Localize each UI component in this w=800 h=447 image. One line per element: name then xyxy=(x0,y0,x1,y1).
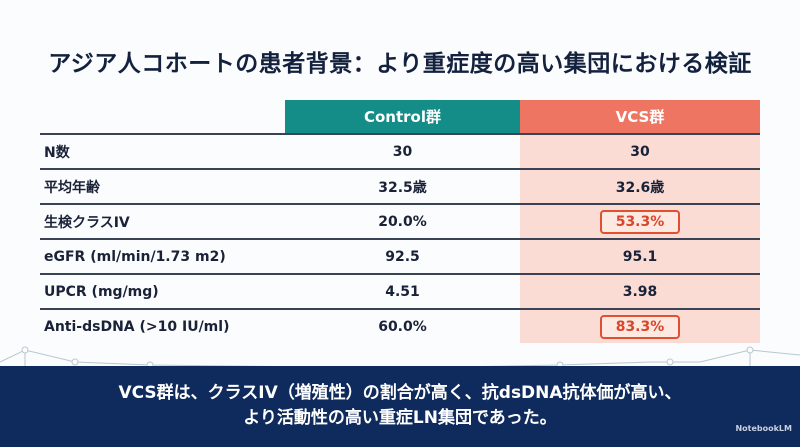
table-row: Anti-dsDNA (>10 IU/ml) 60.0% 83.3% xyxy=(40,308,760,343)
vcs-value: 32.6歳 xyxy=(615,179,665,196)
conclusion-banner: VCS群は、クラスIV（増殖性）の割合が高く、抗dsDNA抗体価が高い、 より活… xyxy=(0,366,800,447)
row-label: Anti-dsDNA (>10 IU/ml) xyxy=(44,318,230,335)
table-row: 生検クラスIV 20.0% 53.3% xyxy=(40,203,760,238)
vcs-value: 3.98 xyxy=(622,283,658,300)
control-value: 92.5 xyxy=(385,248,420,265)
row-label: 平均年齢 xyxy=(44,179,100,196)
vcs-cell: 95.1 xyxy=(520,240,760,273)
vcs-cell: 83.3% xyxy=(520,310,760,343)
control-value: 60.0% xyxy=(378,318,427,335)
table-row: 平均年齢 32.5歳 32.6歳 xyxy=(40,168,760,203)
slide-title: アジア人コホートの患者背景：より重症度の高い集団における検証 xyxy=(48,51,752,77)
row-label: N数 xyxy=(44,144,70,161)
vcs-value: 83.3% xyxy=(599,314,681,339)
control-value: 4.51 xyxy=(385,283,420,300)
row-label: UPCR (mg/mg) xyxy=(44,283,159,300)
table-row: UPCR (mg/mg) 4.51 3.98 xyxy=(40,273,760,308)
notebooklm-logo: NotebookLM xyxy=(735,424,792,433)
conclusion-line-2: より活動性の高い重症LN集団であった。 xyxy=(243,408,557,428)
control-value: 20.0% xyxy=(378,213,427,230)
vcs-value: 53.3% xyxy=(599,209,681,234)
vcs-value: 30 xyxy=(630,143,650,160)
vcs-cell: 3.98 xyxy=(520,275,760,308)
conclusion-line-1: VCS群は、クラスIV（増殖性）の割合が高く、抗dsDNA抗体価が高い、 xyxy=(118,383,682,403)
vcs-value: 95.1 xyxy=(622,248,658,265)
header-control: Control群 xyxy=(285,100,520,133)
row-label: 生検クラスIV xyxy=(44,214,130,231)
table-header: Control群 VCS群 xyxy=(40,100,760,133)
control-value: 30 xyxy=(392,143,413,160)
vcs-cell: 53.3% xyxy=(520,205,760,238)
vcs-cell: 30 xyxy=(520,135,760,168)
header-vcs: VCS群 xyxy=(520,100,760,133)
vcs-cell: 32.6歳 xyxy=(520,170,760,203)
patient-background-table: Control群 VCS群 N数 30 30 平均年齢 32.5歳 32.6歳 生検… xyxy=(40,100,760,343)
row-label: eGFR (ml/min/1.73 m2) xyxy=(44,248,226,265)
table-row: eGFR (ml/min/1.73 m2) 92.5 95.1 xyxy=(40,238,760,273)
table-row: N数 30 30 xyxy=(40,133,760,168)
control-value: 32.5歳 xyxy=(378,179,427,196)
